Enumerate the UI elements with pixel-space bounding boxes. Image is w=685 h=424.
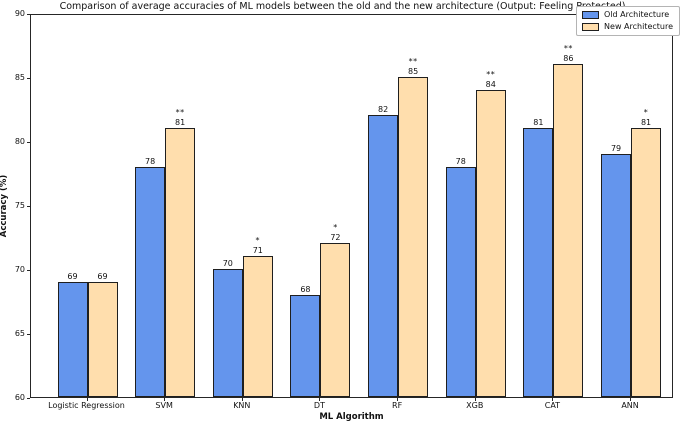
value-label: 78: [145, 156, 156, 166]
legend-label: New Architecture: [604, 22, 673, 31]
x-tick-label: XGB: [466, 401, 484, 410]
significance-marker: **: [175, 108, 185, 118]
value-label: 72: [330, 233, 341, 243]
value-label: 69: [67, 271, 78, 281]
legend-swatch: [582, 11, 600, 19]
significance-marker: *: [643, 108, 649, 118]
value-label: 81: [533, 118, 544, 128]
value-label: 85: [408, 67, 419, 76]
bar-new-knn: [242, 256, 273, 397]
y-tick-mark: [27, 397, 30, 399]
value-label: 71: [252, 246, 263, 256]
bar-new-ann: [631, 128, 662, 397]
bar-new-rf: [398, 77, 429, 397]
value-label: 86: [563, 54, 574, 64]
legend: Old Architecture New Architecture: [576, 6, 680, 36]
legend-swatch: [582, 23, 600, 31]
value-label: 70: [222, 259, 233, 268]
y-tick-label: 90: [14, 9, 25, 18]
x-tick-label: Logistic Regression: [48, 401, 125, 410]
bar-new-logistic-regression: [87, 281, 118, 397]
significance-marker: *: [255, 236, 261, 246]
legend-label: Old Architecture: [604, 10, 670, 19]
significance-marker: **: [408, 57, 418, 66]
chart-title: Comparison of average accuracies of ML m…: [59, 1, 626, 12]
y-tick-mark: [27, 141, 30, 143]
x-tick-label: KNN: [233, 401, 251, 410]
x-tick-mark: [474, 398, 476, 401]
y-tick-label: 60: [14, 393, 25, 402]
significance-marker: **: [563, 44, 573, 54]
value-label: 82: [378, 105, 389, 115]
bar-old-xgb: [445, 166, 476, 397]
x-tick-mark: [630, 398, 632, 401]
value-label: 79: [610, 143, 622, 153]
y-tick-mark: [27, 205, 30, 207]
significance-marker: *: [333, 223, 338, 233]
bar-old-rf: [368, 115, 399, 397]
value-label: 68: [300, 284, 311, 294]
x-tick-mark: [552, 398, 554, 401]
value-label: 69: [97, 271, 108, 281]
y-tick-label: 85: [14, 73, 25, 82]
bar-old-knn: [212, 269, 243, 397]
x-tick-mark: [319, 398, 321, 401]
plot-area: 69 69 78 81 ** 70 71 * 68 72 * 82 85 ** 78 84 ** 81 86 ** 79…: [30, 14, 673, 398]
x-tick-mark: [86, 398, 88, 401]
y-tick-mark: [27, 13, 30, 15]
x-tick-label: ANN: [621, 401, 639, 410]
legend-item: Old Architecture: [582, 10, 673, 20]
bar-new-xgb: [475, 89, 506, 397]
y-tick-mark: [27, 333, 30, 335]
x-tick-label: SVM: [155, 401, 173, 410]
value-label: 81: [640, 118, 652, 128]
value-label: 78: [455, 156, 466, 166]
x-tick-mark: [241, 398, 243, 401]
bar-new-svm: [165, 128, 196, 397]
y-tick-mark: [27, 269, 30, 271]
significance-marker: **: [486, 69, 496, 79]
x-tick-label: DT: [313, 401, 325, 410]
bar-old-ann: [601, 153, 632, 397]
bar-old-logistic-regression: [57, 281, 88, 397]
bar-new-dt: [320, 243, 351, 397]
x-axis-label: ML Algorithm: [319, 412, 384, 422]
bar-old-dt: [290, 294, 321, 397]
bar-new-cat: [553, 64, 584, 397]
x-tick-label: CAT: [544, 401, 561, 410]
y-tick-mark: [27, 77, 30, 79]
legend-item: New Architecture: [582, 22, 673, 32]
x-tick-mark: [164, 398, 166, 401]
x-tick-label: RF: [392, 401, 403, 410]
y-tick-label: 80: [14, 137, 25, 146]
y-tick-label: 65: [14, 329, 25, 338]
y-tick-label: 75: [14, 201, 25, 210]
bar-old-cat: [523, 128, 554, 397]
x-tick-mark: [397, 398, 399, 401]
bar-old-svm: [135, 166, 166, 397]
value-label: 84: [485, 79, 496, 89]
value-label: 81: [175, 118, 186, 128]
y-tick-label: 70: [14, 265, 25, 274]
